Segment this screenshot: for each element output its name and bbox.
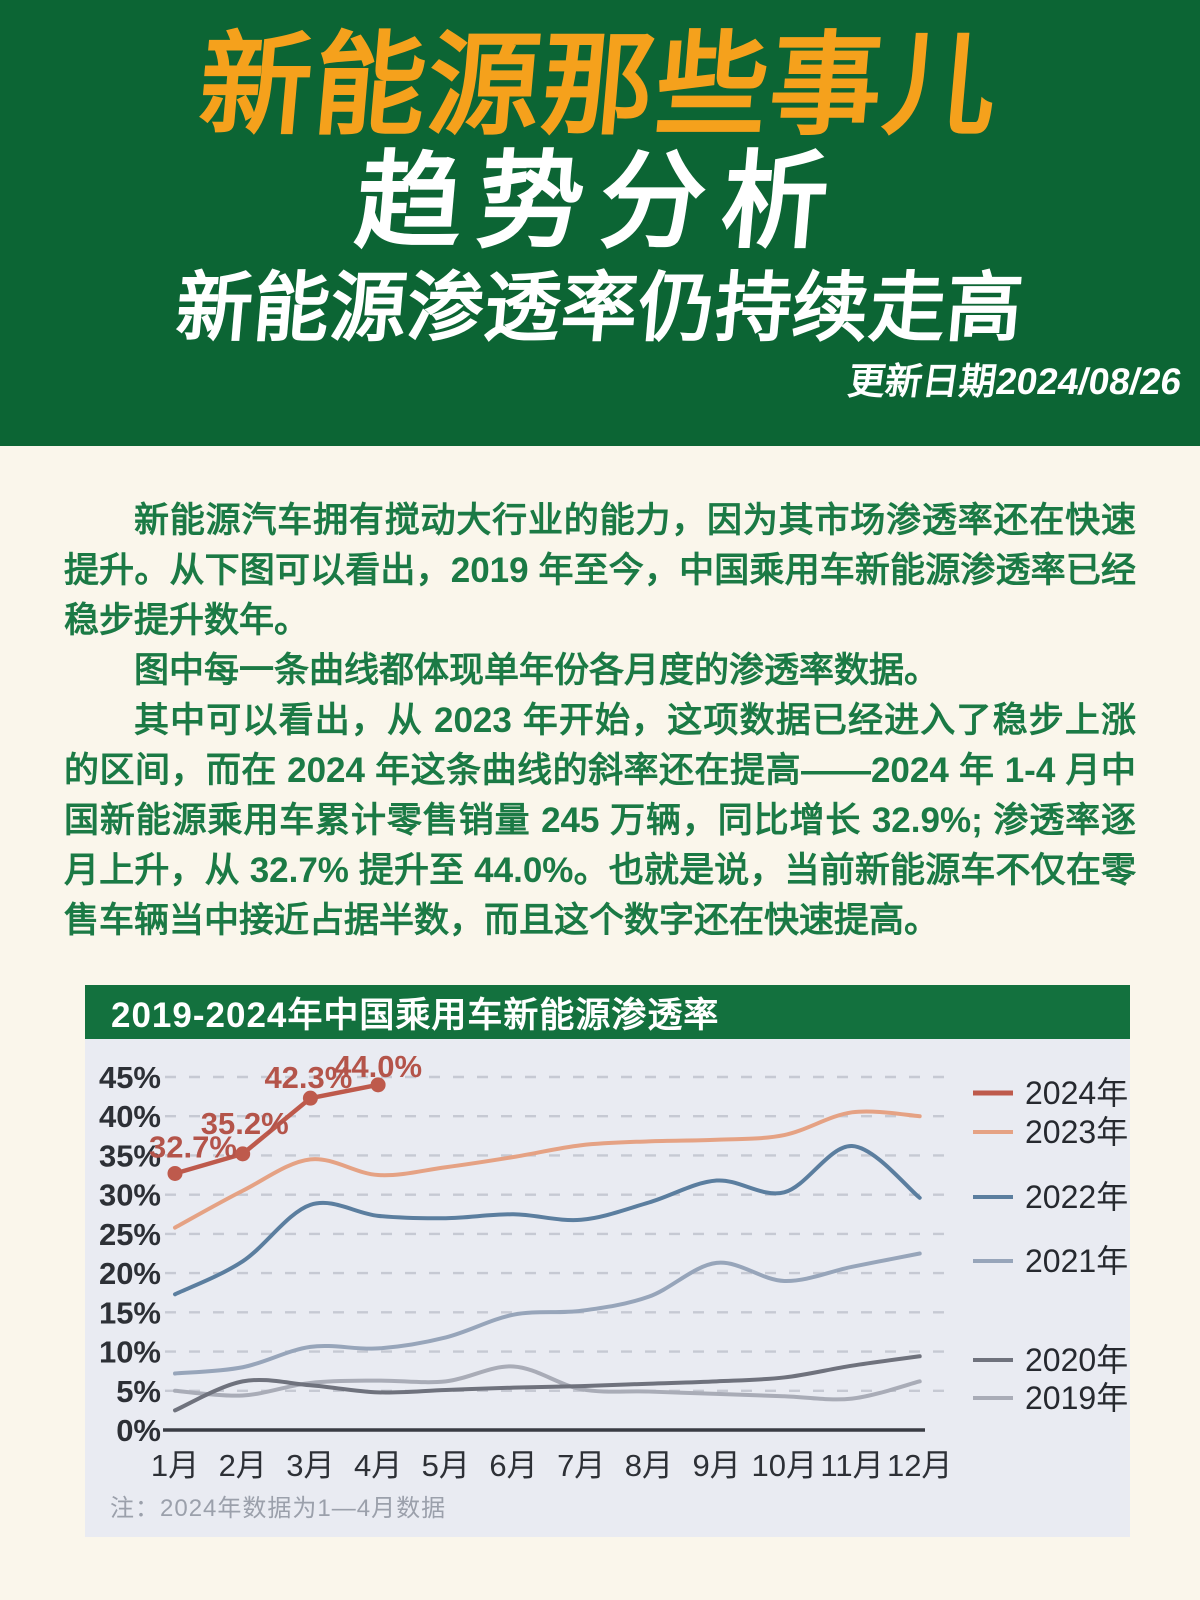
legend-label-2019年: 2019年 <box>1025 1380 1128 1416</box>
legend-label-2020年: 2020年 <box>1025 1342 1128 1378</box>
series-line-2021年 <box>173 1251 922 1376</box>
x-tick-label: 4月 <box>354 1448 402 1483</box>
banner-headline: 新能源渗透率仍持续走高 <box>172 266 1028 352</box>
data-point-label: 44.0% <box>334 1049 422 1084</box>
legend-label-2021年: 2021年 <box>1025 1243 1128 1279</box>
series-line-2022年 <box>173 1144 922 1297</box>
update-date: 更新日期2024/08/26 <box>845 360 1185 402</box>
data-point-label: 35.2% <box>201 1106 289 1141</box>
y-tick-label: 10% <box>99 1335 161 1370</box>
y-tick-label: 20% <box>99 1256 161 1291</box>
y-tick-label: 40% <box>99 1099 161 1134</box>
data-point-label: 42.3% <box>264 1060 352 1095</box>
data-point-marker <box>302 1090 318 1106</box>
banner-subtitle: 趋势分析 <box>350 142 850 261</box>
chart-note: 注：2024年数据为1—4月数据 <box>110 1495 447 1522</box>
article-paragraph: 图中每一条曲线都体现单年份各月度的渗透率数据。 <box>134 651 940 691</box>
data-point-marker <box>167 1165 183 1181</box>
x-tick-label: 8月 <box>625 1448 673 1483</box>
banner-title: 新能源那些事儿 <box>194 23 1004 148</box>
y-tick-label: 45% <box>99 1060 161 1095</box>
series-line-2020年 <box>173 1354 922 1413</box>
article-paragraph: 其中可以看出，从 2023 年开始，这项数据已经进入了稳步上涨的区间，而在 20… <box>64 701 1136 941</box>
x-tick-label: 9月 <box>692 1448 740 1483</box>
y-tick-label: 25% <box>99 1217 161 1252</box>
x-tick-label: 1月 <box>151 1448 199 1483</box>
x-tick-label: 2月 <box>219 1448 267 1483</box>
banner: 新能源那些事儿 趋势分析 新能源渗透率仍持续走高 更新日期2024/08/26 <box>0 0 1200 446</box>
x-tick-label: 12月 <box>887 1448 952 1483</box>
x-tick-label: 5月 <box>422 1448 470 1483</box>
y-tick-label: 15% <box>99 1295 161 1330</box>
series-line-2024年 <box>172 1082 381 1176</box>
chart-title-bar: 2019-2024年中国乘用车新能源渗透率 <box>85 985 1130 1039</box>
data-point-marker <box>370 1077 386 1093</box>
chart-plot-area: 0% 5% 10% 15% 20% 25% 30% 35% 40% 45% 1月 2月 3月 4月 5月 6月… <box>85 1039 1130 1537</box>
article-paragraph: 新能源汽车拥有搅动大行业的能力，因为其市场渗透率还在快速提升。从下图可以看出，2… <box>64 501 1136 641</box>
penetration-line-chart: 0% 5% 10% 15% 20% 25% 30% 35% 40% 45% 1月 2月 3月 4月 5月 6月… <box>99 1049 1128 1483</box>
article-body: 新能源汽车拥有搅动大行业的能力，因为其市场渗透率还在快速提升。从下图可以看出，2… <box>0 496 1200 946</box>
chart-card: 2019-2024年中国乘用车新能源渗透率 0% 5% 10% 15% 20% 25% 30… <box>85 985 1130 1537</box>
y-tick-label: 30% <box>99 1178 161 1213</box>
x-tick-label: 10月 <box>752 1448 817 1483</box>
data-point-marker <box>235 1146 251 1162</box>
y-tick-label: 35% <box>99 1138 161 1173</box>
y-tick-label: 5% <box>116 1374 161 1409</box>
series-line-2023年 <box>173 1109 922 1230</box>
x-tick-label: 6月 <box>489 1448 537 1483</box>
chart-title: 2019-2024年中国乘用车新能源渗透率 <box>111 995 720 1035</box>
legend-label-2022年: 2022年 <box>1025 1179 1128 1215</box>
y-tick-label: 0% <box>116 1413 161 1448</box>
data-point-label: 32.7% <box>149 1129 237 1164</box>
x-tick-label: 7月 <box>557 1448 605 1483</box>
legend-label-2024年: 2024年 <box>1025 1075 1128 1111</box>
x-tick-label: 11月 <box>820 1448 883 1483</box>
legend-label-2023年: 2023年 <box>1025 1114 1128 1150</box>
x-tick-label: 3月 <box>286 1448 334 1483</box>
